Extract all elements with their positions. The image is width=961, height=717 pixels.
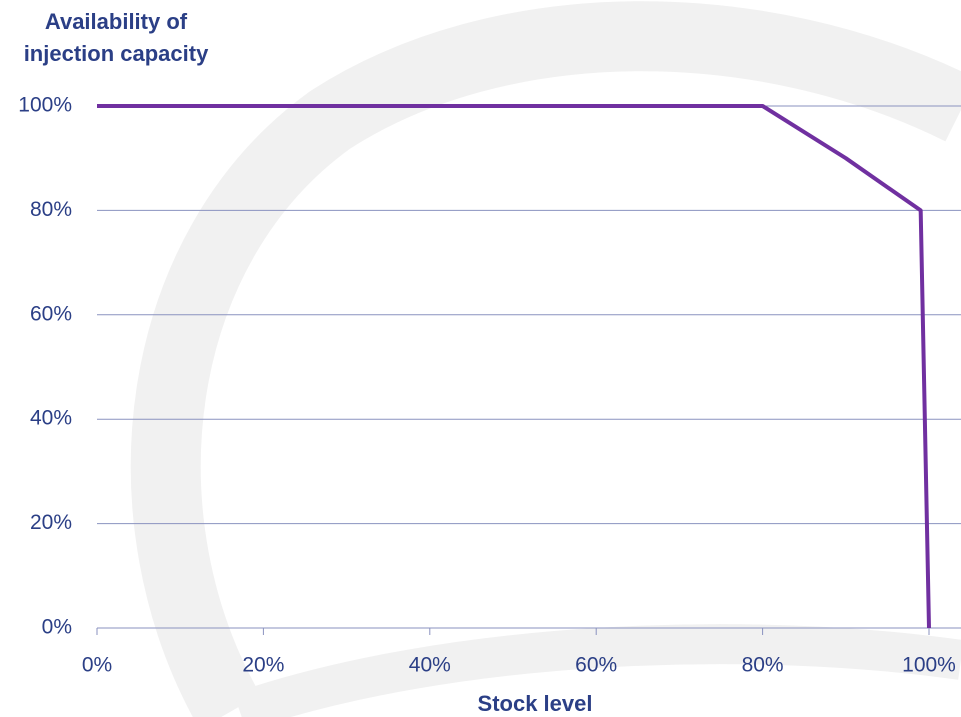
chart-title: Availability of injection capacity bbox=[23, 9, 209, 66]
watermark bbox=[233, 624, 961, 717]
watermark bbox=[130, 1, 961, 717]
line bbox=[97, 104, 931, 629]
x-tick-label: 0% bbox=[82, 654, 112, 677]
y-tick-label: 40% bbox=[30, 407, 72, 430]
y-tick-label: 20% bbox=[30, 511, 72, 534]
x-tick-label: 40% bbox=[409, 654, 451, 677]
y-tick-label: 100% bbox=[18, 94, 72, 117]
x-tick-label: 60% bbox=[575, 654, 617, 677]
x-tick-label: 80% bbox=[742, 654, 784, 677]
y-tick-label: 80% bbox=[30, 198, 72, 221]
x-tick-label: 20% bbox=[242, 654, 284, 677]
y-tick-label: 0% bbox=[42, 616, 72, 639]
x-tick-label: 100% bbox=[902, 654, 956, 677]
x-axis-label: Stock level bbox=[478, 691, 593, 716]
y-tick-label: 60% bbox=[30, 302, 72, 325]
